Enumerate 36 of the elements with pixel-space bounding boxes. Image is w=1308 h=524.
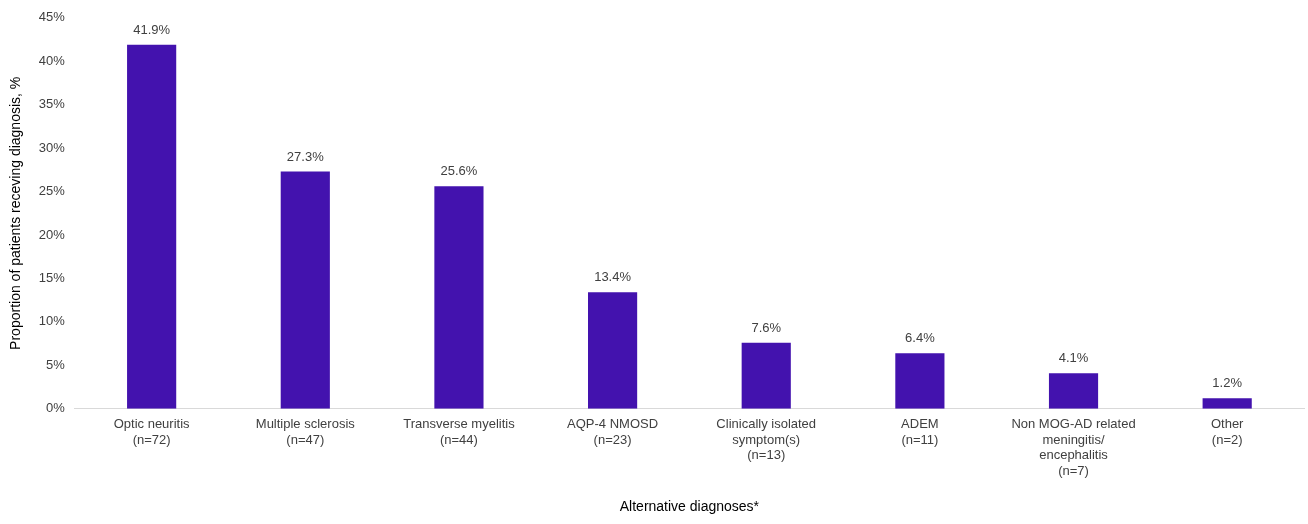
bar bbox=[895, 353, 945, 409]
y-tick-label: 5% bbox=[46, 356, 66, 372]
x-tick-label: AQP-4 NMOSD (n=23) bbox=[567, 416, 659, 447]
y-tick-label: 45% bbox=[38, 9, 66, 25]
y-tick-label: 25% bbox=[38, 183, 66, 199]
y-tick-label: 40% bbox=[38, 52, 66, 68]
bar bbox=[434, 186, 484, 409]
x-tick-label: Clinically isolated symptom(s) (n=13) bbox=[716, 416, 817, 463]
x-tick-label: Transverse myelitis (n=44) bbox=[403, 416, 516, 447]
y-axis-title: Proportion of patients receving diagnosis, % bbox=[7, 76, 24, 350]
bar bbox=[588, 292, 638, 409]
x-tick-label: Optic neuritis (n=72) bbox=[113, 416, 191, 447]
bar bbox=[280, 171, 330, 409]
bar bbox=[741, 342, 791, 409]
data-label: 41.9% bbox=[133, 21, 171, 37]
data-label: 13.4% bbox=[594, 269, 632, 285]
x-tick-label: Other (n=2) bbox=[1210, 416, 1245, 447]
x-tick-label: ADEM (n=11) bbox=[901, 416, 939, 447]
data-label: 25.6% bbox=[440, 163, 478, 179]
data-label: 27.3% bbox=[286, 148, 325, 164]
y-tick-label: 20% bbox=[38, 226, 66, 242]
x-axis-title: Alternative diagnoses* bbox=[619, 498, 760, 515]
x-tick-label: Non MOG-AD related meningitis/ encephalitis (n=7) bbox=[1011, 416, 1136, 478]
data-label: 6.4% bbox=[905, 330, 936, 346]
y-tick-label: 35% bbox=[38, 96, 66, 112]
bar bbox=[127, 44, 177, 409]
data-label: 1.2% bbox=[1212, 375, 1243, 391]
data-label: 4.1% bbox=[1058, 350, 1089, 366]
bar bbox=[1048, 373, 1099, 409]
x-tick-label: Multiple sclerosis (n=47) bbox=[255, 416, 356, 447]
data-label: 7.6% bbox=[751, 319, 782, 335]
bar bbox=[1202, 398, 1252, 409]
y-tick-label: 30% bbox=[38, 139, 66, 155]
y-tick-label: 15% bbox=[38, 270, 66, 286]
y-tick-label: 10% bbox=[38, 313, 66, 329]
y-tick-label: 0% bbox=[46, 400, 66, 416]
